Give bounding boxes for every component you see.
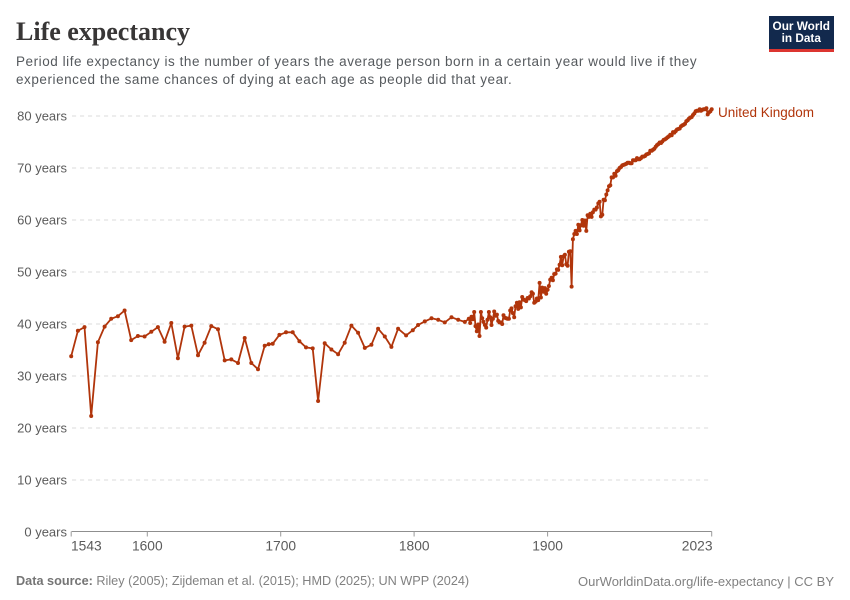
svg-text:20 years: 20 years <box>17 421 67 436</box>
svg-text:50 years: 50 years <box>17 265 67 280</box>
svg-text:2023: 2023 <box>682 539 713 554</box>
svg-text:United Kingdom: United Kingdom <box>718 105 814 120</box>
svg-text:0 years: 0 years <box>24 525 67 540</box>
svg-text:1543: 1543 <box>71 539 102 554</box>
svg-text:1800: 1800 <box>399 539 430 554</box>
svg-text:10 years: 10 years <box>17 473 67 488</box>
svg-text:1700: 1700 <box>265 539 296 554</box>
svg-text:1900: 1900 <box>532 539 563 554</box>
svg-text:60 years: 60 years <box>17 213 67 228</box>
svg-text:40 years: 40 years <box>17 317 67 332</box>
svg-text:30 years: 30 years <box>17 369 67 384</box>
svg-text:1600: 1600 <box>132 539 163 554</box>
svg-text:70 years: 70 years <box>17 161 67 176</box>
svg-text:80 years: 80 years <box>17 109 67 124</box>
